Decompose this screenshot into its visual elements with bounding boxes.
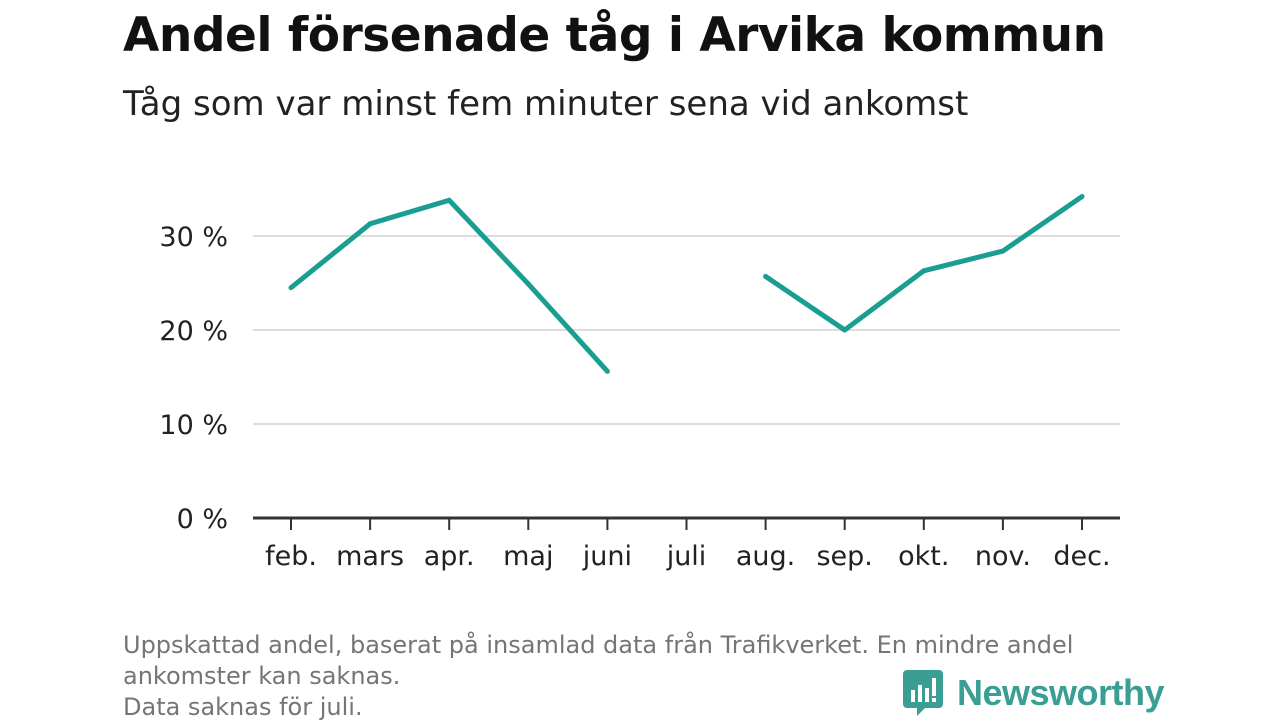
x-tick-label: dec. xyxy=(1053,541,1110,572)
y-tick-label: 20 % xyxy=(159,316,228,347)
data-point xyxy=(842,327,848,333)
gridlines xyxy=(253,235,1120,425)
x-tick-label: sep. xyxy=(816,541,872,572)
series-lines xyxy=(288,194,1085,374)
data-point xyxy=(288,285,294,291)
series-line xyxy=(764,194,1084,333)
footnote: Uppskattad andel, baserat på insamlad da… xyxy=(123,630,1153,723)
x-tick-label: juli xyxy=(666,541,707,572)
y-axis-ticks: 0 % 10 % 20 % 30 % xyxy=(159,222,228,535)
x-tick-label: okt. xyxy=(898,541,949,572)
x-tick-label: apr. xyxy=(424,541,475,572)
x-tick-label: nov. xyxy=(975,541,1031,572)
x-tick-label: juni xyxy=(582,541,632,572)
data-point xyxy=(367,221,373,227)
footnote-line-1: Uppskattad andel, baserat på insamlad da… xyxy=(123,631,1074,690)
chart-title: Andel försenade tåg i Arvika kommun xyxy=(123,8,1106,63)
x-tick-label: maj xyxy=(503,541,553,572)
data-point xyxy=(525,281,531,287)
data-point xyxy=(604,368,610,374)
newsworthy-logo: Newsworthy xyxy=(903,670,1165,716)
data-point xyxy=(921,268,927,274)
newsworthy-logo-icon xyxy=(903,670,943,716)
footnote-line-2: Data saknas för juli. xyxy=(123,693,363,721)
y-tick-label: 10 % xyxy=(159,410,228,441)
data-point xyxy=(446,197,452,203)
x-tick-label: mars xyxy=(336,541,404,572)
logo-text: Newsworthy xyxy=(957,672,1165,713)
chart-subtitle: Tåg som var minst fem minuter sena vid a… xyxy=(123,84,969,124)
x-tick-label: feb. xyxy=(265,541,317,572)
y-tick-label: 0 % xyxy=(177,504,228,535)
y-tick-label: 30 % xyxy=(159,222,228,253)
data-point xyxy=(763,273,769,279)
data-point xyxy=(1079,194,1085,200)
data-point xyxy=(1000,248,1006,254)
x-tick-label: aug. xyxy=(736,541,795,572)
series-line xyxy=(289,197,610,374)
x-axis: feb. mars apr. maj juni juli aug. sep. okt. nov. d… xyxy=(253,516,1120,572)
